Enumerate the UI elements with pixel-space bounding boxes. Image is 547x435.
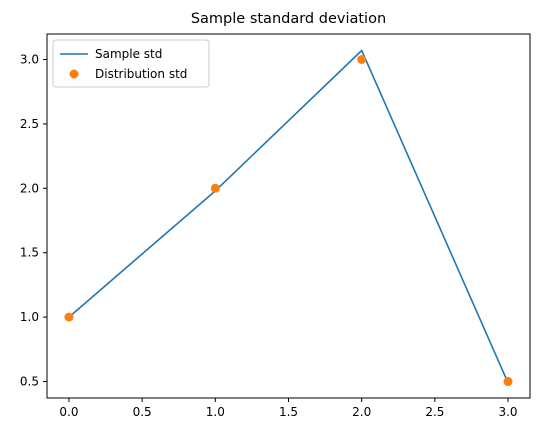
y-tick-label: 2.0 [20, 181, 39, 195]
y-tick-label: 1.0 [20, 310, 39, 324]
legend-box [52, 39, 210, 88]
y-tick-label: 1.5 [20, 246, 39, 260]
y-tick-label: 2.5 [20, 117, 39, 131]
x-tick-label: 0.5 [133, 405, 152, 419]
y-axis: 0.5 1.0 1.5 2.0 2.5 3.0 [20, 53, 47, 389]
data-point-distribution-std [64, 312, 74, 322]
chart-title: Sample standard deviation [191, 11, 386, 27]
data-point-distribution-std [357, 55, 367, 65]
x-tick-label: 2.0 [352, 405, 371, 419]
y-tick-label: 0.5 [20, 375, 39, 389]
data-point-distribution-std [210, 183, 220, 193]
plot-area-frame [46, 33, 531, 399]
y-tick-label: 3.0 [20, 53, 39, 67]
x-tick-label: 0.0 [59, 405, 78, 419]
legend-marker-swatch [69, 69, 79, 79]
data-point-distribution-std [503, 377, 513, 387]
x-tick-label: 1.5 [279, 405, 298, 419]
legend-label: Distribution std [95, 67, 187, 81]
legend-label: Sample std [95, 47, 162, 61]
x-tick-label: 2.5 [425, 405, 444, 419]
x-tick-label: 3.0 [498, 405, 517, 419]
series-layer [64, 49, 513, 387]
x-tick-label: 1.0 [206, 405, 225, 419]
series-line-sample-std [68, 49, 509, 384]
x-axis: 0.0 0.5 1.0 1.5 2.0 2.5 3.0 [59, 398, 518, 419]
legend: Sample std Distribution std [52, 39, 210, 88]
